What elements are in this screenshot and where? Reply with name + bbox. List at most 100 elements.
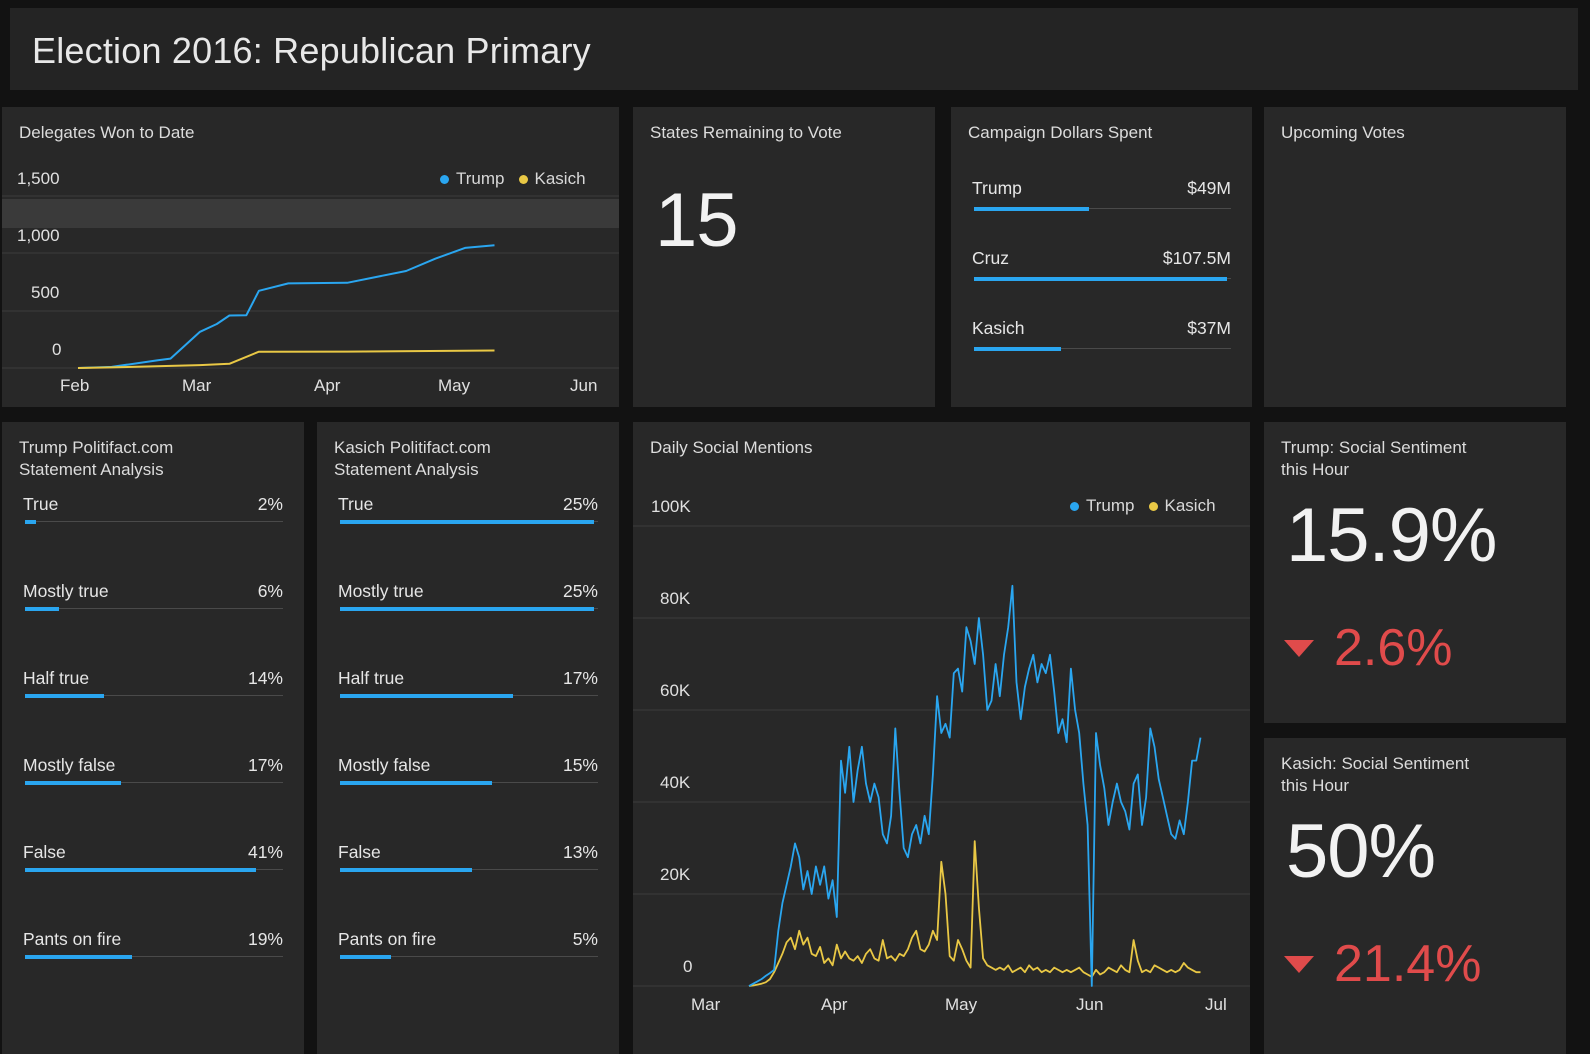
bar-track [25,608,283,609]
bar-track [25,956,283,957]
kasich-politifact-title: Kasich Politifact.com Statement Analysis [334,437,491,481]
title-line: Trump Politifact.com [19,438,174,457]
delegates-chart [2,195,619,369]
kasich-sentiment-delta: 21.4% [1284,934,1481,994]
trump-sentiment-value: 15.9% [1286,493,1497,578]
trump-politifact-panel: Trump Politifact.com Statement Analysis … [2,422,304,1054]
bar-row: Mostly false 15% [338,755,598,795]
mentions-panel: Daily Social Mentions Trump Kasich 100K … [633,422,1250,1054]
mentions-ytick: 100K [651,497,691,516]
mentions-legend-trump: Trump [1086,496,1135,515]
bar-fill [340,607,594,611]
bar-row-value: $37M [1187,318,1231,338]
bar-row-value: 2% [257,494,283,514]
bar-fill [25,520,36,524]
bar-row-label: True [23,494,59,514]
bar-row-value: $49M [1187,178,1231,198]
bar-row-label: Cruz [972,248,1009,268]
bar-row-label: Mostly true [23,581,109,601]
title-line: Statement Analysis [334,460,479,479]
upcoming-title: Upcoming Votes [1281,123,1405,142]
dollars-panel: Campaign Dollars Spent Trump $49M Cruz $107… [951,107,1252,407]
bar-fill [340,694,513,698]
kasich-politifact-panel: Kasich Politifact.com Statement Analysis… [317,422,619,1054]
bar-row-value: 25% [562,581,598,601]
mentions-ytick: 0 [683,957,693,976]
bar-row-label: Pants on fire [23,929,122,949]
kasich-legend-dot [518,174,528,184]
delegates-title: Delegates Won to Date [19,123,195,142]
bar-track [974,348,1231,349]
mentions-xtick: May [945,995,978,1014]
bar-row-value: 15% [562,755,598,775]
bar-fill [340,781,492,785]
title-line: Statement Analysis [19,460,164,479]
bar-row-value: 17% [562,668,598,688]
states-remaining-value: 15 [655,178,739,263]
delegates-xtick: May [438,376,471,395]
states-panel: States Remaining to Vote 15 [633,107,935,407]
delegates-xtick: Feb [60,376,90,395]
delegates-xtick: Apr [314,376,341,395]
bar-row: Mostly true 25% [338,581,598,621]
bar-row: Half true 14% [23,668,283,708]
bar-fill [974,277,1227,281]
trump-legend-dot [440,174,449,184]
title-line: Trump: Social Sentiment [1281,438,1467,457]
delegates-legend-kasich: Kasich [534,169,586,188]
highlight-band [2,199,619,228]
trump-series-line [77,244,495,369]
trump-series-line [748,584,1202,987]
bar-row: False 41% [23,842,283,882]
bar-row-label: Trump [972,178,1022,198]
down-arrow-icon [1284,955,1314,973]
title-line: Kasich: Social Sentiment [1281,754,1470,773]
bar-fill [974,347,1061,351]
bar-row-label: Half true [338,668,405,688]
mentions-ytick: 80K [660,589,691,608]
bar-row-label: Pants on fire [338,929,437,949]
bar-row-label: Half true [23,668,90,688]
bar-row-value: 19% [247,929,283,949]
trump-sentiment-panel: Trump: Social Sentiment this Hour 15.9% … [1264,422,1566,723]
title-line: Kasich Politifact.com [334,438,491,457]
bar-fill [340,520,594,524]
bar-row-label: Kasich [972,318,1025,338]
delegates-ytick: 1,000 [17,226,60,245]
mentions-legend-kasich: Kasich [1164,496,1216,515]
mentions-xtick: Jul [1205,995,1227,1014]
kasich-sentiment-value: 50% [1286,809,1436,894]
bar-fill [25,607,59,611]
bar-row-label: False [338,842,381,862]
delegates-ytick: 500 [31,283,60,302]
kasich-sentiment-panel: Kasich: Social Sentiment this Hour 50% 2… [1264,738,1566,1054]
trump-politifact-title: Trump Politifact.com Statement Analysis [19,437,173,481]
bar-row: Trump $49M [972,178,1231,218]
bar-row-label: False [23,842,66,862]
bar-fill [25,868,256,872]
delegates-xtick: Jun [570,376,598,395]
trump-sentiment-title: Trump: Social Sentiment this Hour [1281,437,1467,481]
bar-fill [974,207,1089,211]
bar-row-value: 5% [572,929,598,949]
trump-legend-dot [1070,501,1079,511]
bar-row: Half true 17% [338,668,598,708]
bar-row: True 25% [338,494,598,534]
bar-row-value: 13% [562,842,598,862]
trump-sentiment-delta: 2.6% [1284,618,1453,678]
mentions-ytick: 40K [660,773,691,792]
bar-row-value: 6% [257,581,283,601]
bar-row-label: Mostly false [338,755,431,775]
bar-row: Mostly false 17% [23,755,283,795]
bar-fill [340,868,472,872]
kasich-sentiment-delta-value: 21.4% [1334,935,1482,993]
mentions-ytick: 20K [660,865,691,884]
bar-row-value: 14% [247,668,283,688]
bar-fill [340,955,391,959]
bar-track [25,521,283,522]
bar-row-label: True [338,494,374,514]
bar-row: Cruz $107.5M [972,248,1231,288]
bar-track [25,782,283,783]
bar-track [974,208,1231,209]
mentions-title: Daily Social Mentions [650,438,813,457]
